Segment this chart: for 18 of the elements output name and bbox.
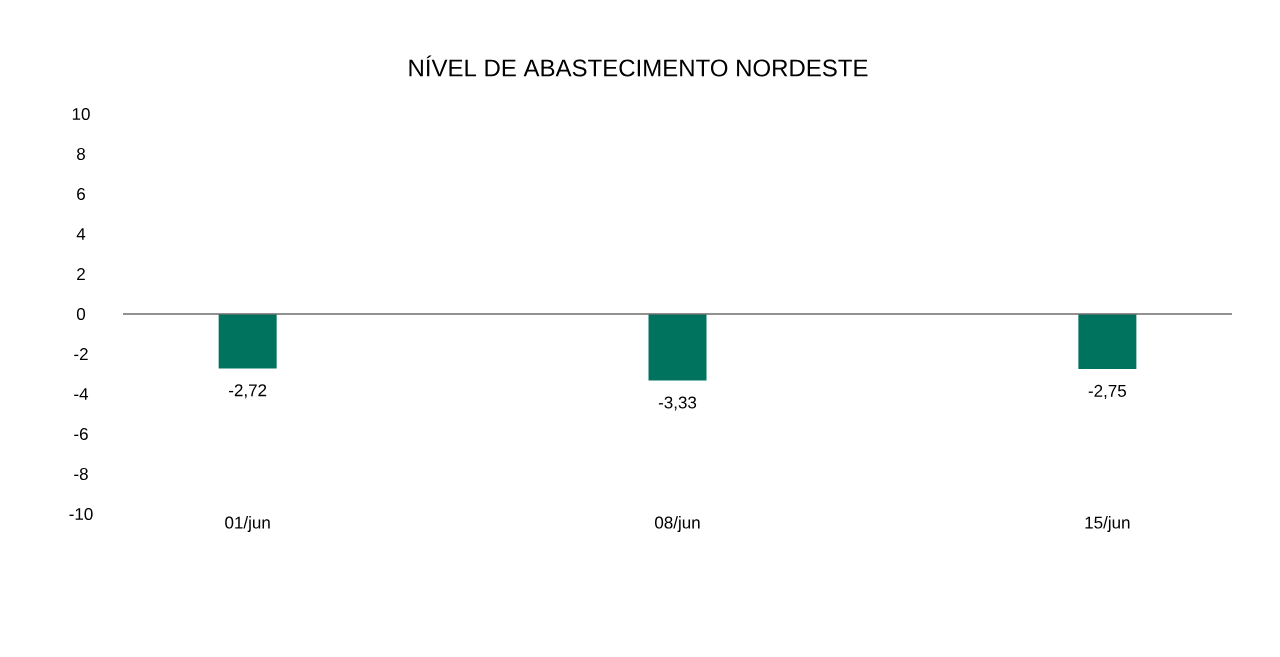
y-tick-label: 2: [77, 268, 85, 280]
y-tick-label: -6: [74, 427, 88, 441]
data-label: -3,33: [658, 396, 697, 411]
y-tick-label: -8: [74, 467, 88, 481]
x-tick-label: 01/jun: [225, 516, 270, 532]
y-tick-label: 4: [76, 228, 86, 240]
y-tick-label: -10: [69, 507, 93, 521]
y-tick-label: 6: [77, 187, 85, 201]
y-tick-label: 10: [72, 107, 90, 121]
y-tick-label: 0: [76, 307, 86, 321]
data-label: -2,75: [1088, 384, 1127, 399]
x-tick-label: 15/jun: [1085, 516, 1130, 532]
data-label: -2,72: [229, 384, 267, 399]
chart-title: NÍVEL DE ABASTECIMENTO NORDESTE: [409, 55, 868, 77]
x-tick-label: 08/jun: [655, 516, 700, 532]
y-tick-label: -4: [74, 388, 89, 400]
y-tick-label: 8: [77, 147, 85, 161]
y-tick-label: -2: [74, 348, 88, 360]
